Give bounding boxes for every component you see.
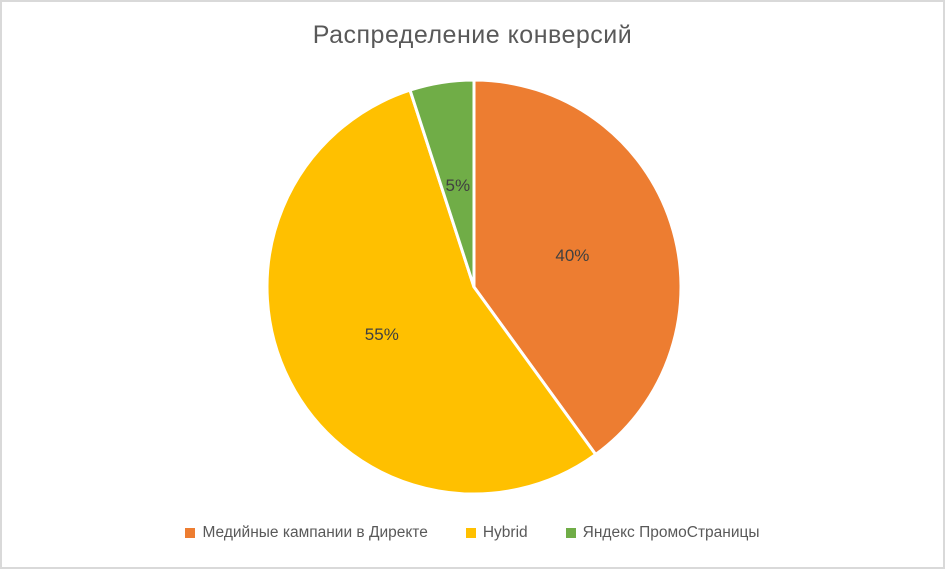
legend-label: Медийные кампании в Директе xyxy=(202,524,428,541)
legend-item-mediynye-kampanii[interactable]: Медийные кампании в Директе xyxy=(185,524,428,542)
pie-data-label: 5% xyxy=(446,176,471,195)
chart-title: Распределение конверсий xyxy=(312,21,633,49)
legend-swatch-yellow-icon xyxy=(465,528,476,538)
legend-item-hybrid[interactable]: Hybrid xyxy=(465,524,528,542)
legend-swatch-orange-icon xyxy=(185,528,196,538)
pie-slice-hybrid[interactable] xyxy=(265,88,598,496)
legend-label: Яндекс ПромоСтраницы xyxy=(582,524,760,541)
chart-legend: Медийные кампании в Директе Hybrid Яндек… xyxy=(2,524,943,542)
legend-swatch-green-icon xyxy=(565,528,576,538)
pie-data-label: 40% xyxy=(555,246,589,265)
pie-slice-promostranitsy[interactable] xyxy=(408,78,476,289)
legend-label: Hybrid xyxy=(482,524,528,541)
pie-data-label: 55% xyxy=(365,325,399,344)
legend-item-promostranitsy[interactable]: Яндекс ПромоСтраницы xyxy=(565,524,760,542)
pie-slice-mediynye[interactable] xyxy=(472,78,683,456)
